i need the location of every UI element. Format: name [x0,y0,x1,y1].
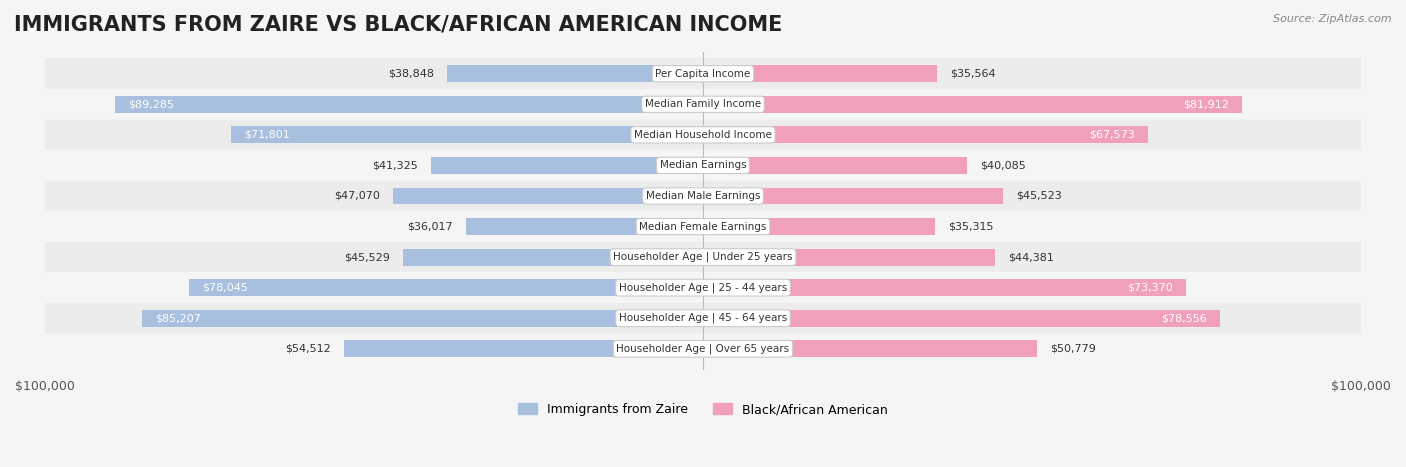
Bar [142,310,703,326]
Text: $45,523: $45,523 [1015,191,1062,201]
Text: $50,779: $50,779 [1050,344,1097,354]
Bar [115,96,703,113]
Text: $78,556: $78,556 [1161,313,1206,323]
Text: $89,285: $89,285 [128,99,174,109]
Text: Median Earnings: Median Earnings [659,161,747,170]
Text: $36,017: $36,017 [408,221,453,232]
Text: IMMIGRANTS FROM ZAIRE VS BLACK/AFRICAN AMERICAN INCOME: IMMIGRANTS FROM ZAIRE VS BLACK/AFRICAN A… [14,14,782,34]
Bar [45,58,1361,89]
Bar [45,333,1361,364]
Bar [703,127,1147,143]
Bar [45,272,1361,303]
Text: $38,848: $38,848 [388,69,434,79]
Text: Householder Age | 25 - 44 years: Householder Age | 25 - 44 years [619,283,787,293]
Bar [45,89,1361,120]
Bar [703,157,967,174]
Text: Median Family Income: Median Family Income [645,99,761,109]
Text: $67,573: $67,573 [1088,130,1135,140]
Bar [703,188,1002,205]
Text: $44,381: $44,381 [1008,252,1054,262]
Text: $78,045: $78,045 [202,283,249,293]
Text: $35,564: $35,564 [950,69,995,79]
Text: Householder Age | 45 - 64 years: Householder Age | 45 - 64 years [619,313,787,324]
Text: Median Female Earnings: Median Female Earnings [640,221,766,232]
Bar [45,303,1361,333]
Bar [190,279,703,296]
Text: $45,529: $45,529 [344,252,391,262]
Text: Per Capita Income: Per Capita Income [655,69,751,79]
Text: Source: ZipAtlas.com: Source: ZipAtlas.com [1274,14,1392,24]
Bar [45,150,1361,181]
Bar [703,249,995,266]
Text: $35,315: $35,315 [949,221,994,232]
Bar [703,96,1241,113]
Bar [447,65,703,82]
Bar [45,211,1361,242]
Text: $54,512: $54,512 [285,344,332,354]
Bar [432,157,703,174]
Bar [344,340,703,357]
Text: $73,370: $73,370 [1128,283,1173,293]
Bar [703,279,1185,296]
Text: $71,801: $71,801 [243,130,290,140]
Legend: Immigrants from Zaire, Black/African American: Immigrants from Zaire, Black/African Ame… [513,398,893,421]
Bar [703,218,935,235]
Bar [231,127,703,143]
Bar [703,65,936,82]
Text: $47,070: $47,070 [335,191,380,201]
Bar [703,310,1220,326]
Text: Median Male Earnings: Median Male Earnings [645,191,761,201]
Text: Householder Age | Under 25 years: Householder Age | Under 25 years [613,252,793,262]
Text: $41,325: $41,325 [373,161,418,170]
Bar [465,218,703,235]
Bar [45,120,1361,150]
Bar [404,249,703,266]
Bar [45,181,1361,211]
Bar [45,242,1361,272]
Text: $40,085: $40,085 [980,161,1026,170]
Bar [703,340,1038,357]
Text: $81,912: $81,912 [1182,99,1229,109]
Text: Householder Age | Over 65 years: Householder Age | Over 65 years [616,344,790,354]
Text: Median Household Income: Median Household Income [634,130,772,140]
Text: $85,207: $85,207 [156,313,201,323]
Bar [394,188,703,205]
